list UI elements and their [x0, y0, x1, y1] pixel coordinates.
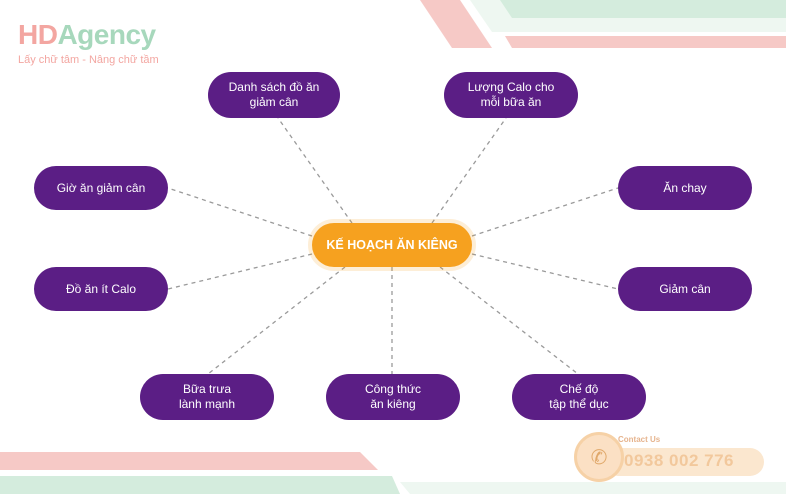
node-giam-can: Giảm cân — [618, 267, 752, 311]
node-an-chay: Ăn chay — [618, 166, 752, 210]
contact-phone[interactable]: 0938 002 776 — [624, 451, 734, 470]
phone-icon: ✆ — [574, 432, 624, 482]
logo-tagline: Lấy chữ tâm - Nâng chữ tầm — [18, 54, 159, 66]
center-node: KẾ HOẠCH ĂN KIÊNG — [312, 223, 472, 267]
contact-pill — [604, 448, 764, 476]
node-do-an-it-calo: Đồ ăn ít Calo — [34, 267, 168, 311]
connector-do-an-it-calo — [167, 253, 313, 290]
connector-bua-trua — [207, 266, 346, 375]
connector-giam-can — [471, 253, 619, 290]
node-bua-trua: Bữa trưa lành mạnh — [140, 374, 274, 420]
logo-hd: HD — [18, 19, 58, 50]
connector-gio-an — [167, 187, 313, 237]
logo-agency: Agency — [57, 19, 156, 50]
node-cong-thuc: Công thức ăn kiêng — [326, 374, 460, 420]
node-danh-sach-do-an: Danh sách đồ ăn giảm cân — [208, 72, 340, 118]
connector-che-do — [439, 266, 579, 375]
connector-luong-calo — [431, 117, 507, 224]
contact-label: Contact Us — [618, 435, 661, 444]
logo-wordmark: HDAgency — [18, 20, 159, 50]
node-che-do: Chế độ tập thể dục — [512, 374, 646, 420]
node-gio-an: Giờ ăn giảm cân — [34, 166, 168, 210]
connector-danh-sach — [277, 117, 353, 224]
connector-an-chay — [471, 187, 619, 237]
node-luong-calo: Lượng Calo cho mỗi bữa ăn — [444, 72, 578, 118]
contact-badge[interactable]: ✆ Contact Us 0938 002 776 — [574, 432, 774, 482]
brand-logo: HDAgency Lấy chữ tâm - Nâng chữ tầm — [18, 20, 159, 67]
